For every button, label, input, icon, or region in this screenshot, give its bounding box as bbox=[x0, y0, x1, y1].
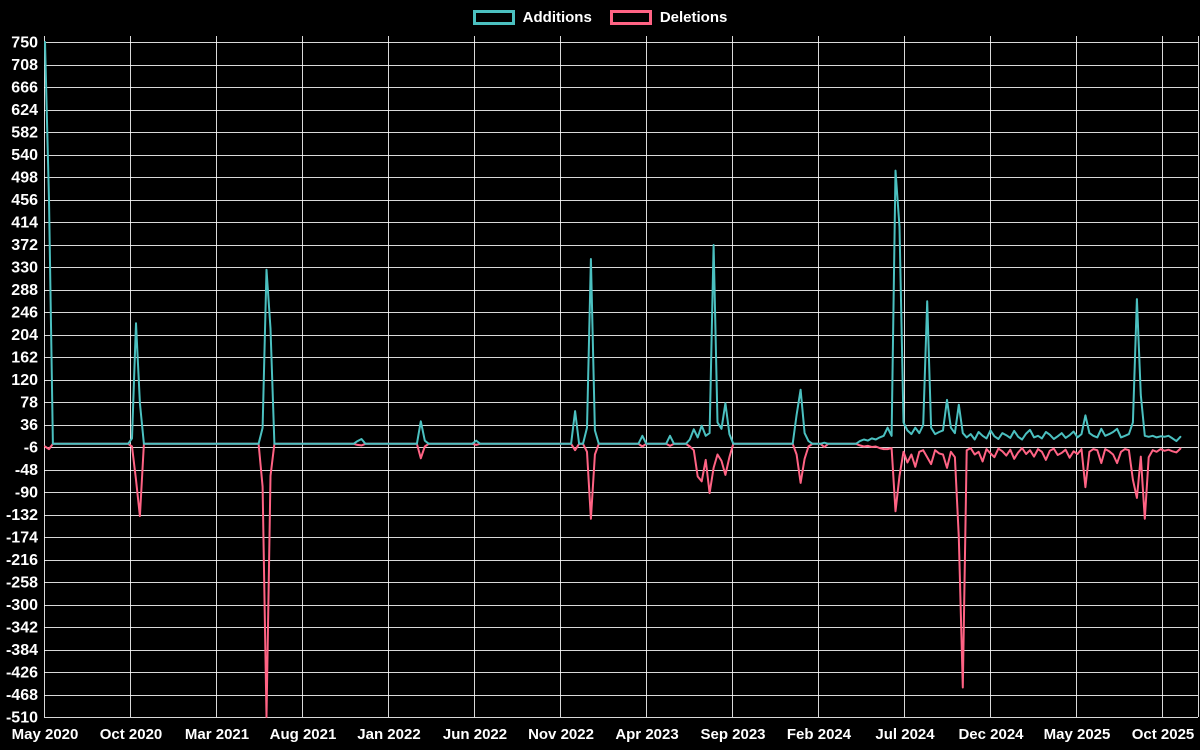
y-axis-tick-label: 288 bbox=[11, 282, 38, 299]
x-axis-tick-label: Jun 2022 bbox=[443, 726, 507, 743]
y-axis-tick-label: -174 bbox=[6, 530, 38, 547]
y-axis-tick-label: -300 bbox=[6, 597, 38, 614]
deletions-line[interactable] bbox=[44, 442, 1182, 718]
y-axis-tick-label: -216 bbox=[6, 552, 38, 569]
additions-line[interactable] bbox=[44, 41, 1182, 445]
x-axis-tick-label: Feb 2024 bbox=[787, 726, 852, 743]
deletions-legend-label: Deletions bbox=[659, 8, 728, 26]
x-axis-tick-label: Oct 2025 bbox=[1132, 726, 1195, 743]
y-axis-tick-label: 78 bbox=[20, 395, 38, 412]
x-axis-tick-label: Dec 2024 bbox=[958, 726, 1024, 743]
y-axis-tick-label: -6 bbox=[24, 440, 38, 457]
y-axis-tick-label: -132 bbox=[6, 507, 38, 524]
y-axis-tick-label: 162 bbox=[11, 350, 38, 367]
additions-legend-swatch bbox=[472, 9, 515, 25]
y-axis-tick-label: 120 bbox=[11, 372, 38, 389]
y-axis-tick-label: 540 bbox=[11, 147, 38, 164]
grid-lines bbox=[44, 36, 1199, 718]
x-axis-tick-label: Aug 2021 bbox=[270, 726, 337, 743]
x-axis-tick-label: Jan 2022 bbox=[357, 726, 420, 743]
x-axis-tick-labels: May 2020 Oct 2020 Mar 2021 Aug 2021 Jan 2022… bbox=[12, 726, 1195, 743]
additions-legend-label: Additions bbox=[522, 8, 592, 26]
y-axis-tick-label: -384 bbox=[6, 642, 38, 659]
y-axis-tick-label: -258 bbox=[6, 575, 38, 592]
x-axis-tick-label: Apr 2023 bbox=[615, 726, 678, 743]
x-axis-tick-label: Mar 2021 bbox=[185, 726, 249, 743]
x-axis-tick-label: Jul 2024 bbox=[875, 726, 935, 743]
x-axis-tick-label: Nov 2022 bbox=[528, 726, 594, 743]
y-axis-tick-label: -342 bbox=[6, 620, 38, 637]
y-axis-tick-label: 246 bbox=[11, 305, 38, 322]
y-axis-tick-label: 414 bbox=[11, 215, 38, 232]
y-axis-tick-label: 624 bbox=[11, 102, 38, 119]
y-axis-tick-label: -90 bbox=[15, 485, 38, 502]
deletions-legend-swatch bbox=[609, 9, 652, 25]
x-axis-tick-label: Sep 2023 bbox=[700, 726, 765, 743]
y-axis-tick-label: -468 bbox=[6, 687, 38, 704]
y-axis-tick-label: 666 bbox=[11, 80, 38, 97]
y-axis-tick-label: 750 bbox=[11, 35, 38, 52]
legend-item-deletions[interactable]: Deletions bbox=[609, 8, 728, 26]
y-axis-tick-label: 708 bbox=[11, 57, 38, 74]
y-axis-tick-label: -48 bbox=[15, 462, 38, 479]
chart-legend: Additions Deletions bbox=[0, 5, 1200, 29]
x-axis-tick-label: Oct 2020 bbox=[100, 726, 163, 743]
y-axis-tick-label: -510 bbox=[6, 710, 38, 727]
y-axis-tick-label: 456 bbox=[11, 192, 38, 209]
y-axis-tick-label: -426 bbox=[6, 665, 38, 682]
legend-item-additions[interactable]: Additions bbox=[472, 8, 592, 26]
y-axis-tick-label: 372 bbox=[11, 237, 38, 254]
y-axis-tick-label: 498 bbox=[11, 170, 38, 187]
y-axis-tick-label: 330 bbox=[11, 260, 38, 277]
y-axis-tick-label: 36 bbox=[20, 417, 38, 434]
x-axis-tick-label: May 2025 bbox=[1044, 726, 1111, 743]
x-axis-tick-label: May 2020 bbox=[12, 726, 79, 743]
y-axis-tick-label: 582 bbox=[11, 125, 38, 142]
y-axis-tick-label: 204 bbox=[11, 327, 38, 344]
y-axis-tick-labels: 750 708 666 624 582 540 498 456 414 372 330 288 246 2… bbox=[6, 35, 38, 727]
